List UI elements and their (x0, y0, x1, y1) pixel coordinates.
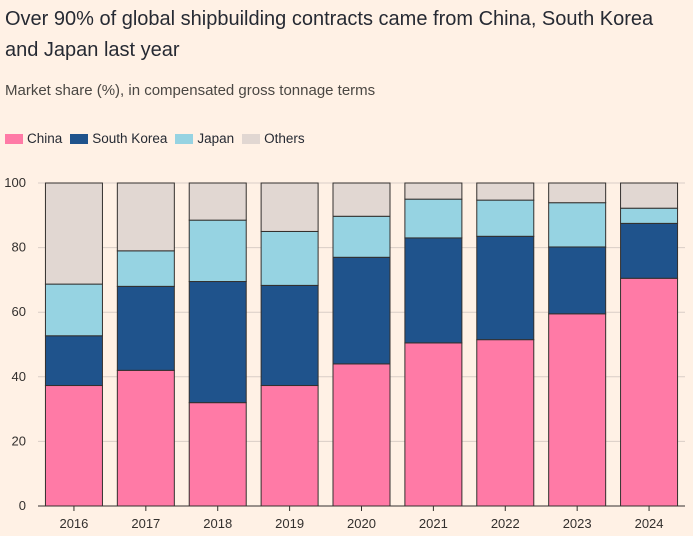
bar-japan (44, 283, 103, 337)
bar-south-korea (260, 284, 319, 387)
bar-south-korea (44, 335, 103, 387)
y-tick-label: 20 (12, 433, 26, 448)
x-tick-label: 2017 (131, 516, 160, 531)
bar-japan (476, 199, 535, 237)
bar-japan (332, 215, 391, 258)
legend-item-south-korea: South Korea (70, 131, 167, 146)
x-tick-label: 2022 (491, 516, 520, 531)
bar-japan (116, 250, 175, 287)
bar-others (620, 182, 679, 209)
legend-label: South Korea (92, 131, 168, 146)
bar-japan (188, 219, 247, 283)
legend-label: Others (264, 131, 305, 146)
legend-item-japan: Japan (175, 131, 234, 146)
x-tick-label: 2019 (275, 516, 304, 531)
bar-china (332, 363, 391, 507)
bar-south-korea (476, 235, 535, 341)
y-tick-label: 40 (12, 369, 26, 384)
stacked-bar-chart: 0 20 40 60 80 100 2016 2017 2018 2019 2020 2021 2022… (4, 175, 685, 531)
legend-swatch (175, 133, 194, 144)
x-tick-label: 2018 (203, 516, 232, 531)
bar-china (260, 385, 319, 507)
chart-subtitle: Market share (%), in compensated gross t… (5, 82, 376, 99)
x-tick-label: 2021 (419, 516, 448, 531)
bar-south-korea (548, 246, 607, 315)
bar-others (188, 182, 247, 221)
bar-others (116, 182, 175, 252)
bar-china (116, 369, 175, 507)
bar-japan (548, 202, 607, 248)
legend-label: Japan (197, 131, 235, 146)
x-tick-label: 2023 (563, 516, 592, 531)
bar-others (476, 182, 535, 201)
bar-others (260, 182, 319, 232)
bar-others (44, 182, 103, 285)
bar-others (404, 182, 463, 200)
legend-swatch (5, 133, 23, 144)
bar-china (404, 342, 463, 507)
y-tick-label: 100 (4, 175, 26, 190)
bar-others (548, 182, 607, 204)
x-tick-label: 2016 (59, 516, 88, 531)
y-tick-label: 0 (19, 498, 26, 513)
bar-china (620, 277, 679, 507)
legend-item-others: Others (242, 131, 305, 146)
legend-item-china: China (5, 131, 62, 146)
chart-legend: China South Korea Japan Others (5, 131, 313, 146)
bar-china (188, 402, 247, 507)
legend-swatch (242, 133, 261, 144)
x-tick-label: 2024 (635, 516, 664, 531)
bar-japan (260, 230, 319, 286)
bar-china (476, 339, 535, 507)
x-tick-label: 2020 (347, 516, 376, 531)
y-tick-label: 80 (12, 240, 26, 255)
bar-japan (620, 207, 679, 224)
bar-china (44, 385, 103, 507)
bar-south-korea (620, 222, 679, 279)
bar-japan (404, 198, 463, 239)
bar-others (332, 182, 391, 217)
bar-south-korea (188, 281, 247, 404)
bar-south-korea (116, 285, 175, 371)
bar-south-korea (332, 256, 391, 365)
y-tick-label: 60 (12, 304, 26, 319)
bar-south-korea (404, 237, 463, 344)
bar-china (548, 313, 607, 507)
chart-title: Over 90% of global shipbuilding contract… (5, 8, 654, 61)
legend-swatch (70, 133, 89, 144)
legend-label: China (27, 131, 63, 146)
